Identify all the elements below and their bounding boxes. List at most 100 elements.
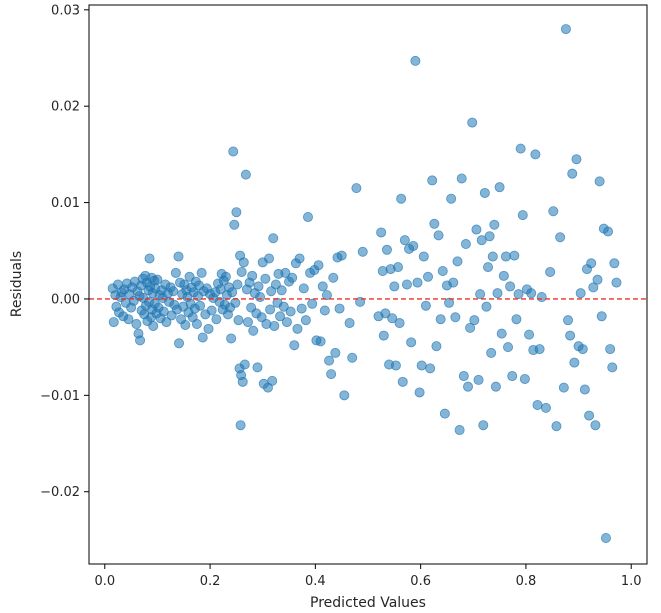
data-point [264,253,275,264]
x-tick-label: 0.2 [200,574,221,589]
data-point [592,274,603,285]
data-points [107,24,622,543]
data-point [173,251,184,262]
data-point [524,329,535,340]
data-point [446,193,457,204]
data-point [170,267,181,278]
data-point [344,318,355,329]
data-point [161,317,172,328]
data-point [256,312,267,323]
data-point [558,382,569,393]
data-point [548,206,559,217]
y-axis-label: Residuals [9,251,25,317]
data-point [494,182,505,193]
data-point [174,338,185,349]
data-point [315,336,326,347]
data-point [236,266,247,277]
data-point [260,273,271,284]
data-point [108,317,119,328]
data-point [590,420,601,431]
data-point [418,251,429,262]
data-point [307,298,318,309]
data-point [603,226,614,237]
data-point [381,244,392,255]
data-point [321,290,332,301]
data-point [275,311,286,322]
data-point [206,305,217,316]
data-point [227,287,238,298]
data-point [551,421,562,432]
data-point [410,55,421,66]
data-point [487,251,498,262]
data-point [242,317,253,328]
x-tick-label: 1.0 [621,574,642,589]
data-point [452,256,463,267]
data-point [444,297,455,308]
data-point [330,347,341,358]
data-point [507,371,518,382]
data-point [339,390,350,401]
y-axis: −0.02 −0.01 0.00 0.01 0.02 0.03 [40,3,89,500]
data-point [229,219,240,230]
data-point [584,410,595,421]
data-point [460,239,471,250]
data-point [611,277,622,288]
data-point [280,267,291,278]
data-point [600,532,611,543]
data-point [463,381,474,392]
data-point [158,306,169,317]
data-point [300,315,311,326]
data-point [420,300,431,311]
data-point [425,363,436,374]
data-point [450,312,461,323]
data-point [168,286,179,297]
data-point [483,262,494,273]
data-point [532,399,543,410]
data-point [479,187,490,198]
data-point [579,384,590,395]
data-point [586,258,597,269]
data-point [416,360,427,371]
data-point [458,371,469,382]
data-point [456,173,467,184]
data-point [401,279,412,290]
data-point [467,117,478,128]
data-point [265,304,276,315]
data-point [211,314,222,325]
data-point [406,337,417,348]
data-point [324,355,335,366]
data-point [439,408,450,419]
data-point [238,257,249,268]
data-point [607,362,618,373]
data-point [498,270,509,281]
data-point [423,271,434,282]
data-point [567,168,578,179]
data-point [515,143,526,154]
data-point [414,387,425,398]
data-point [519,373,530,384]
data-point [408,240,419,251]
data-point [389,281,400,292]
data-point [534,344,545,355]
data-point [390,360,401,371]
data-point [357,246,368,257]
data-point [496,328,507,339]
data-point [313,260,324,271]
data-point [226,333,237,344]
data-point [505,281,516,292]
data-point [475,289,486,300]
data-point [486,347,497,358]
data-point [180,319,191,330]
data-point [571,154,582,165]
data-point [560,24,571,35]
data-point [326,369,337,380]
data-point [203,323,214,334]
data-point [481,301,492,312]
data-point [605,344,616,355]
data-point [437,266,448,277]
data-point [239,359,250,370]
data-point [396,193,407,204]
data-point [319,305,330,316]
data-point [248,325,259,336]
